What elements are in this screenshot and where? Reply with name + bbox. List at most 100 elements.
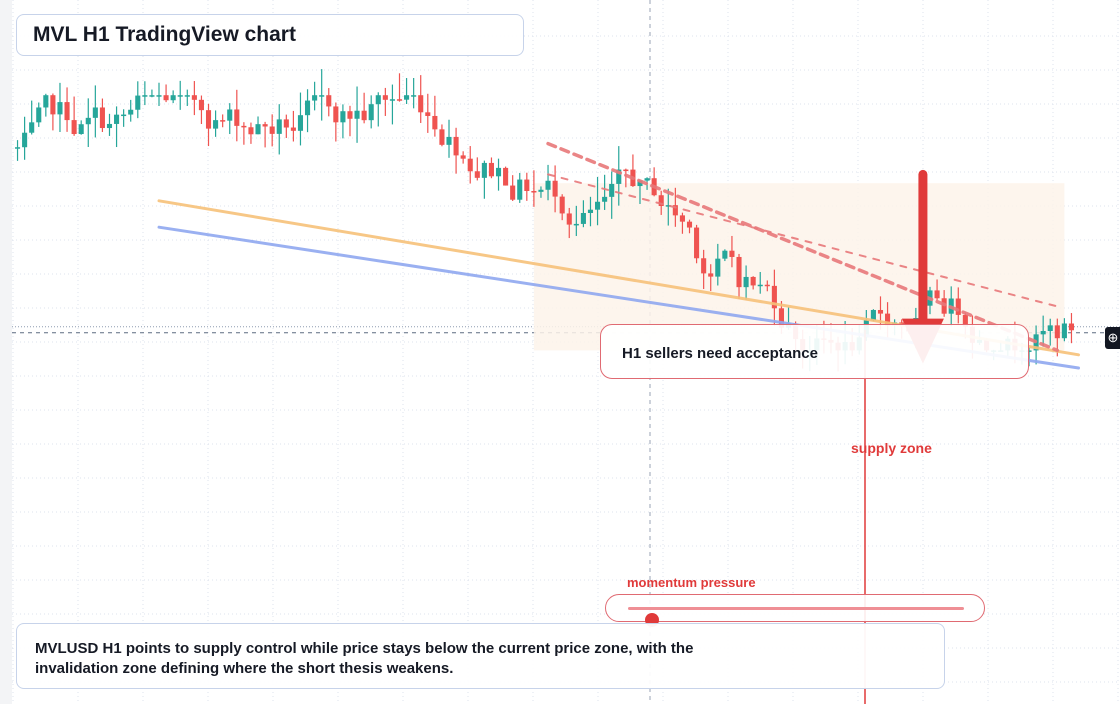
candle-body: [92, 107, 98, 118]
candle-body: [503, 167, 509, 186]
candle-body: [580, 212, 586, 224]
candle-body: [552, 180, 558, 197]
candle-body: [227, 109, 233, 121]
candle-body: [679, 215, 685, 222]
candle-body: [701, 258, 707, 274]
candle-body: [114, 114, 120, 124]
momentum-slider[interactable]: [605, 594, 985, 627]
candle-body: [156, 95, 162, 97]
supply-zone-area: [533, 183, 1065, 351]
candle-body: [326, 95, 332, 107]
candle-body: [163, 95, 169, 101]
candle-body: [368, 104, 374, 121]
candle-body: [559, 196, 565, 214]
candle-body: [1040, 330, 1046, 335]
candle-body: [213, 120, 219, 129]
candle-body: [220, 120, 226, 122]
candle-body: [595, 201, 601, 210]
candle-body: [750, 276, 756, 286]
candle-body: [517, 179, 523, 200]
candle-body: [411, 95, 417, 97]
candle-body: [722, 250, 728, 259]
candle-body: [467, 158, 473, 172]
candle-body: [531, 190, 537, 193]
candle-body: [439, 129, 445, 145]
candle-body: [729, 250, 735, 257]
candle-body: [538, 189, 544, 192]
candle-body: [672, 205, 678, 216]
candle-body: [510, 185, 516, 200]
candle-body: [269, 126, 275, 134]
candle-body: [1061, 323, 1067, 339]
candle-body: [170, 95, 176, 101]
crosshair-plus-icon[interactable]: ⊕: [1105, 327, 1120, 349]
candle-body: [121, 114, 127, 117]
candle-body: [587, 209, 594, 213]
candle-body: [319, 95, 325, 97]
candle-body: [446, 136, 452, 145]
candle-body: [36, 107, 42, 123]
candle-body: [481, 162, 487, 178]
candle-body: [340, 111, 346, 123]
candle-body: [128, 109, 134, 115]
candle-body: [644, 178, 650, 181]
candle-body: [658, 195, 664, 207]
candle-body: [418, 95, 424, 113]
momentum-track: [628, 607, 964, 627]
candle-body: [1068, 323, 1075, 331]
candle-body: [602, 196, 608, 202]
candle-body: [432, 115, 438, 130]
candle-body: [715, 258, 721, 277]
candle-body: [404, 95, 410, 100]
candle-body: [637, 180, 643, 187]
chart-left-edge: [0, 0, 12, 704]
candle-body: [283, 119, 289, 128]
supply-zone-label: supply zone: [851, 440, 932, 456]
candle-body: [453, 136, 459, 156]
candle-body: [708, 273, 714, 277]
candle-body: [297, 115, 304, 131]
candle-body: [347, 111, 353, 119]
candle-body: [686, 221, 693, 228]
candle-body: [64, 102, 70, 121]
candle-body: [262, 124, 268, 127]
candle-body: [460, 155, 466, 159]
candle-body: [50, 95, 56, 115]
summary-box: MVLUSD H1 points to supply control while…: [16, 623, 945, 689]
candle-body: [1047, 325, 1053, 331]
candle-body: [99, 107, 105, 129]
candle-body: [778, 308, 785, 328]
candle-body: [764, 284, 770, 287]
candle-body: [934, 290, 940, 299]
candle-body: [382, 95, 388, 100]
candle-body: [389, 99, 395, 101]
candle-body: [304, 100, 311, 116]
candle-body: [354, 110, 360, 119]
candle-body: [962, 314, 968, 327]
candle-body: [757, 284, 763, 287]
sellers-callout: H1 sellers need acceptance: [600, 324, 1029, 379]
candle-body: [488, 162, 494, 177]
candle-body: [290, 127, 296, 131]
trend-dashed-line: [546, 141, 1060, 353]
candle-body: [694, 227, 700, 259]
candle-body: [495, 167, 502, 177]
candle-body: [177, 95, 183, 97]
candle-body: [71, 120, 77, 135]
candle-body: [771, 285, 777, 309]
candle-body: [149, 95, 155, 97]
candle-body: [255, 124, 261, 135]
candle-body: [425, 112, 431, 116]
candle-body: [870, 309, 876, 321]
candle-body: [736, 256, 742, 288]
candle-body: [205, 110, 212, 129]
supply-zone-rect: [533, 183, 1065, 351]
candle-body: [616, 169, 622, 184]
candle-body: [474, 171, 480, 178]
candle-body: [1054, 325, 1060, 339]
candle-body: [312, 95, 318, 101]
candle-body: [665, 205, 671, 207]
trend-dashed-line-2: [547, 173, 1059, 308]
candle-body: [1026, 350, 1032, 352]
candle-body: [361, 110, 367, 121]
